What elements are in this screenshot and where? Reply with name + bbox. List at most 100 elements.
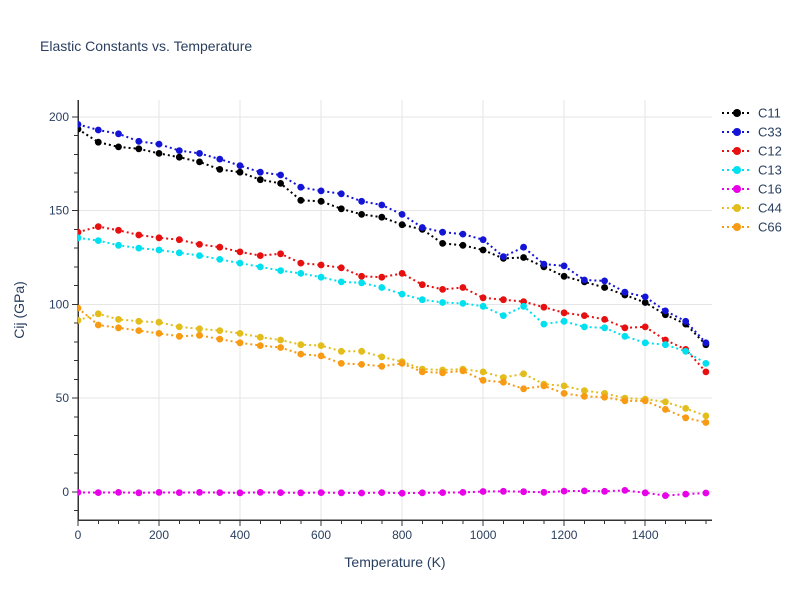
data-point-C44[interactable] bbox=[115, 316, 122, 323]
data-point-C33[interactable] bbox=[398, 211, 406, 218]
data-point-C11[interactable] bbox=[439, 240, 446, 247]
data-point-C12[interactable] bbox=[236, 248, 244, 256]
data-point-C12[interactable] bbox=[459, 284, 467, 291]
data-point-C66[interactable] bbox=[459, 367, 467, 375]
data-point-C44[interactable] bbox=[662, 398, 669, 406]
data-series[interactable] bbox=[75, 121, 710, 499]
data-point-C16[interactable] bbox=[115, 489, 122, 496]
data-point-C11[interactable] bbox=[479, 246, 487, 254]
data-point-C13[interactable] bbox=[682, 347, 690, 355]
data-point-C44[interactable] bbox=[75, 316, 82, 324]
data-point-C33[interactable] bbox=[297, 183, 305, 191]
data-point-C33[interactable] bbox=[135, 137, 143, 145]
data-point-C13[interactable] bbox=[662, 341, 669, 349]
data-point-C66[interactable] bbox=[439, 369, 446, 377]
data-point-C44[interactable] bbox=[317, 342, 325, 349]
data-point-C44[interactable] bbox=[479, 368, 487, 376]
data-point-C44[interactable] bbox=[256, 333, 264, 341]
data-point-C44[interactable] bbox=[520, 370, 527, 378]
data-point-C16[interactable] bbox=[702, 489, 710, 497]
data-point-C12[interactable] bbox=[216, 243, 224, 251]
data-point-C11[interactable] bbox=[216, 166, 224, 173]
data-point-C11[interactable] bbox=[94, 138, 102, 146]
data-point-C12[interactable] bbox=[317, 261, 325, 269]
data-point-C13[interactable] bbox=[702, 360, 710, 367]
data-point-C13[interactable] bbox=[297, 270, 305, 277]
data-point-C11[interactable] bbox=[196, 158, 203, 166]
data-point-C11[interactable] bbox=[560, 272, 568, 280]
data-point-C66[interactable] bbox=[236, 339, 244, 347]
data-point-C13[interactable] bbox=[135, 244, 143, 252]
data-point-C13[interactable] bbox=[398, 290, 406, 298]
data-point-C44[interactable] bbox=[236, 330, 244, 337]
data-point-C13[interactable] bbox=[115, 241, 122, 249]
data-point-C13[interactable] bbox=[581, 323, 588, 331]
data-point-C66[interactable] bbox=[277, 344, 284, 351]
data-point-C44[interactable] bbox=[155, 318, 163, 326]
data-point-C16[interactable] bbox=[500, 487, 507, 495]
data-point-C66[interactable] bbox=[581, 392, 588, 400]
data-point-C66[interactable] bbox=[94, 321, 102, 329]
data-point-C44[interactable] bbox=[337, 347, 345, 355]
data-point-C13[interactable] bbox=[621, 332, 629, 340]
data-point-C11[interactable] bbox=[378, 213, 386, 221]
data-point-C33[interactable] bbox=[560, 262, 568, 270]
data-point-C66[interactable] bbox=[418, 368, 426, 376]
data-point-C12[interactable] bbox=[439, 286, 446, 293]
data-point-C16[interactable] bbox=[216, 489, 224, 496]
data-point-C13[interactable] bbox=[317, 273, 325, 281]
data-point-C66[interactable] bbox=[702, 419, 710, 426]
data-point-C66[interactable] bbox=[216, 335, 224, 343]
data-point-C16[interactable] bbox=[175, 489, 183, 496]
data-point-C13[interactable] bbox=[479, 302, 487, 310]
data-point-C66[interactable] bbox=[256, 342, 264, 349]
data-point-C12[interactable] bbox=[94, 223, 102, 231]
data-point-C16[interactable] bbox=[682, 490, 690, 498]
data-point-C11[interactable] bbox=[398, 221, 406, 229]
data-point-C12[interactable] bbox=[175, 236, 183, 244]
data-point-C12[interactable] bbox=[358, 272, 365, 280]
data-point-C44[interactable] bbox=[297, 341, 305, 349]
legend-item-C66[interactable]: C66 bbox=[722, 220, 782, 235]
data-point-C12[interactable] bbox=[621, 324, 629, 332]
data-point-C16[interactable] bbox=[256, 489, 264, 496]
data-point-C44[interactable] bbox=[560, 382, 568, 390]
data-point-C12[interactable] bbox=[500, 296, 507, 304]
data-point-C13[interactable] bbox=[601, 324, 608, 332]
data-point-C66[interactable] bbox=[560, 390, 568, 397]
data-point-C16[interactable] bbox=[459, 489, 467, 496]
data-point-C33[interactable] bbox=[94, 126, 102, 134]
data-point-C12[interactable] bbox=[662, 336, 669, 344]
data-point-C33[interactable] bbox=[621, 288, 629, 296]
data-point-C11[interactable] bbox=[601, 284, 608, 291]
data-point-C33[interactable] bbox=[378, 201, 386, 209]
data-point-C33[interactable] bbox=[337, 190, 345, 198]
legend-item-C13[interactable]: C13 bbox=[722, 163, 782, 178]
data-point-C33[interactable] bbox=[277, 171, 284, 179]
data-point-C66[interactable] bbox=[682, 414, 690, 422]
data-point-C33[interactable] bbox=[358, 197, 365, 205]
data-point-C44[interactable] bbox=[277, 336, 284, 344]
series-C66[interactable] bbox=[75, 304, 710, 426]
data-point-C66[interactable] bbox=[115, 324, 122, 332]
data-point-C11[interactable] bbox=[337, 205, 345, 213]
data-point-C33[interactable] bbox=[520, 243, 527, 251]
series-C33[interactable] bbox=[75, 121, 710, 347]
data-point-C33[interactable] bbox=[702, 339, 710, 347]
data-point-C16[interactable] bbox=[378, 489, 386, 496]
data-point-C13[interactable] bbox=[500, 312, 507, 319]
data-point-C16[interactable] bbox=[621, 487, 629, 494]
data-point-C66[interactable] bbox=[75, 304, 82, 312]
data-point-C12[interactable] bbox=[277, 250, 284, 258]
series-C16[interactable] bbox=[75, 487, 710, 499]
data-point-C33[interactable] bbox=[682, 317, 690, 325]
data-point-C13[interactable] bbox=[256, 263, 264, 271]
data-point-C11[interactable] bbox=[135, 145, 143, 153]
data-point-C13[interactable] bbox=[337, 278, 345, 286]
data-point-C33[interactable] bbox=[236, 162, 244, 170]
data-point-C16[interactable] bbox=[155, 489, 163, 496]
data-point-C44[interactable] bbox=[175, 323, 183, 331]
data-point-C33[interactable] bbox=[115, 130, 122, 138]
legend-item-C11[interactable]: C11 bbox=[722, 106, 781, 121]
data-point-C66[interactable] bbox=[175, 332, 183, 340]
